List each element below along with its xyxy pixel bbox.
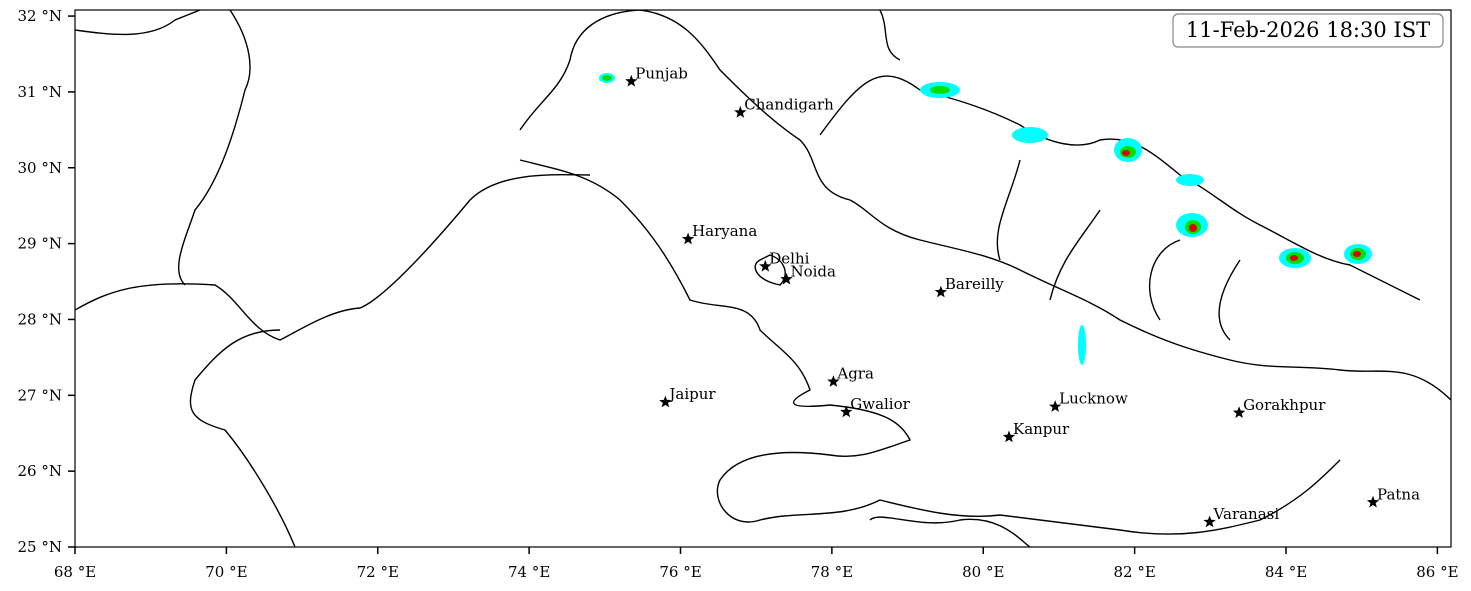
rainfall <box>599 73 1372 365</box>
city-label: Lucknow <box>1059 390 1128 408</box>
rain-cell <box>1176 174 1204 186</box>
rain-cell <box>1122 150 1130 156</box>
rain-cell <box>930 86 950 94</box>
city-label: Delhi <box>769 249 809 267</box>
y-tick-label: 28 °N <box>18 310 62 328</box>
city-marker <box>734 105 747 118</box>
city-marker <box>827 375 840 387</box>
y-tick-label: 25 °N <box>18 538 62 556</box>
city-marker <box>625 74 638 87</box>
border <box>869 10 1031 547</box>
rain-cell <box>1353 251 1361 257</box>
border <box>75 10 251 286</box>
y-tick-label: 29 °N <box>18 235 62 253</box>
city-label: Gwalior <box>850 395 910 413</box>
border <box>189 329 296 547</box>
city-label: Agra <box>836 365 874 383</box>
y-tick-label: 31 °N <box>18 83 62 101</box>
city-label: Chandigarh <box>744 95 834 113</box>
city-label: Gorakhpur <box>1243 396 1326 414</box>
city-marker <box>1232 406 1246 418</box>
x-tick-label: 78 °E <box>811 563 853 581</box>
city-label: Haryana <box>692 222 757 240</box>
x-tick-label: 86 °E <box>1416 563 1458 581</box>
city-marker <box>934 285 947 298</box>
rain-cell <box>1012 127 1048 143</box>
city-marker <box>681 232 695 245</box>
city-marker <box>1366 495 1380 508</box>
y-tick-label: 30 °N <box>18 159 62 177</box>
x-tick-label: 84 °E <box>1265 563 1307 581</box>
city-marker <box>1049 400 1062 412</box>
border <box>819 75 1421 301</box>
city-label: Punjab <box>635 64 688 82</box>
rain-cell <box>1078 325 1086 365</box>
map-frame <box>74 9 1452 548</box>
rain-cell <box>1189 224 1197 232</box>
city-label: Bareilly <box>945 275 1004 293</box>
city-label: Patna <box>1377 485 1420 503</box>
city-label: Noida <box>790 262 836 280</box>
city-marker <box>780 272 793 285</box>
y-tick-label: 27 °N <box>18 386 62 404</box>
x-tick-label: 80 °E <box>962 563 1004 581</box>
y-tick-label: 26 °N <box>18 462 62 480</box>
rain-cell <box>1290 255 1298 261</box>
x-tick-label: 74 °E <box>508 563 550 581</box>
timestamp: 11-Feb-2026 18:30 IST <box>1186 18 1430 42</box>
border <box>754 254 786 286</box>
city-marker <box>840 405 853 418</box>
city-marker <box>659 395 672 408</box>
x-tick-label: 82 °E <box>1113 563 1155 581</box>
x-tick-label: 70 °E <box>205 563 247 581</box>
x-tick-label: 76 °E <box>659 563 701 581</box>
border <box>75 173 591 341</box>
city-marker <box>1002 430 1016 443</box>
y-tick-label: 32 °N <box>18 7 62 25</box>
timestamp-box <box>1172 13 1444 48</box>
border <box>519 159 1341 535</box>
city-label: Varanasi <box>1213 505 1280 523</box>
border <box>996 159 1241 341</box>
x-tick-label: 68 °E <box>54 563 96 581</box>
city-marker <box>1203 515 1216 528</box>
x-tick-label: 72 °E <box>357 563 399 581</box>
rain-cell <box>602 75 612 81</box>
city-marker <box>759 259 772 272</box>
city-label: Jaipur <box>667 385 716 403</box>
city-label: Kanpur <box>1013 420 1070 438</box>
boundaries <box>75 10 1451 547</box>
